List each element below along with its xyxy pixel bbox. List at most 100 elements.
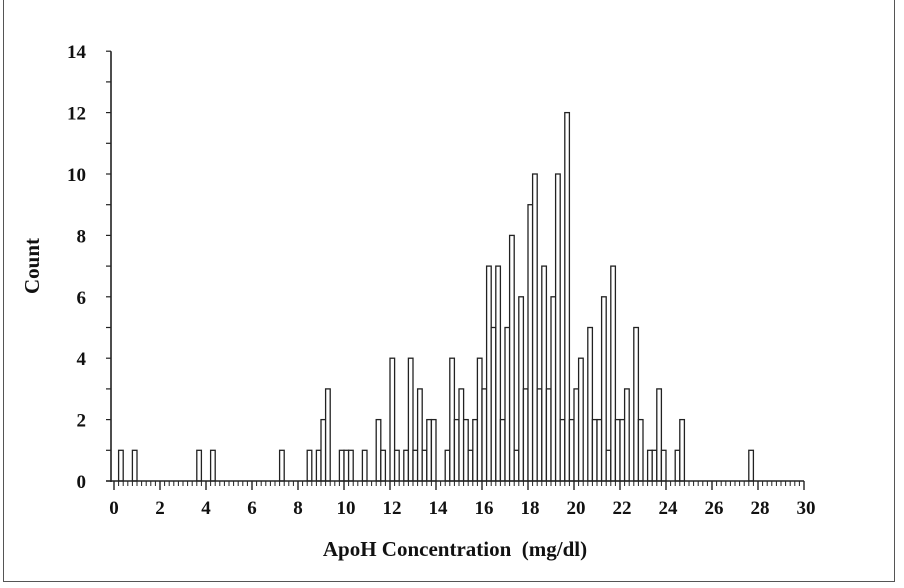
histogram-bar: [660, 449, 667, 482]
histogram-bar: [536, 388, 543, 482]
histogram-bar: [462, 418, 469, 482]
histogram-bar: [518, 296, 525, 482]
histogram-bar: [403, 449, 410, 482]
histogram-bar: [559, 418, 566, 482]
histogram-bar: [633, 326, 640, 482]
y-tick-label: 8: [77, 226, 87, 247]
histogram-bar: [591, 418, 598, 482]
histogram-bar: [527, 204, 534, 482]
histogram-bar: [554, 173, 561, 482]
histogram-bar: [545, 388, 552, 482]
x-axis-title: ApoH Concentration (mg/dl): [323, 537, 587, 561]
histogram-bar: [577, 357, 584, 482]
histogram-bar: [412, 449, 419, 482]
histogram-bar: [320, 418, 327, 482]
histogram-bar: [278, 449, 285, 482]
x-tick-label: 6: [247, 498, 257, 519]
histogram-bar: [531, 173, 538, 482]
x-tick-label: 16: [475, 498, 494, 519]
histogram-bar: [619, 418, 626, 482]
y-tick-label: 12: [67, 104, 86, 125]
histogram-bar: [495, 265, 502, 482]
histogram-bar: [573, 388, 580, 482]
y-tick-label: 6: [77, 288, 87, 309]
histogram-bar: [472, 418, 479, 482]
y-tick-label: 2: [77, 411, 87, 432]
histogram-bar: [674, 449, 681, 482]
y-tick-label: 4: [77, 349, 87, 370]
histogram-bar: [476, 357, 483, 482]
histogram-bar: [393, 449, 400, 482]
x-tick-label: 12: [383, 498, 402, 519]
histogram-bar: [485, 265, 492, 482]
histogram-bar: [656, 388, 663, 482]
histogram-bar: [209, 449, 216, 482]
histogram-bar: [421, 449, 428, 482]
x-tick-label: 8: [293, 498, 303, 519]
histogram-bar: [513, 449, 520, 482]
y-axis-title: Count: [20, 238, 44, 294]
histogram-bar: [481, 388, 488, 482]
y-tick-label: 10: [67, 165, 86, 186]
histogram-bar: [605, 449, 612, 482]
x-tick-label: 28: [751, 498, 770, 519]
x-tick-label: 30: [797, 498, 816, 519]
x-tick-label: 18: [521, 498, 540, 519]
histogram-bar: [375, 418, 382, 482]
histogram-bar: [508, 234, 515, 482]
histogram-bar: [623, 388, 630, 482]
histogram-bar: [600, 296, 607, 482]
histogram-bar: [131, 449, 138, 482]
x-tick-label: 4: [201, 498, 211, 519]
histogram-bar: [407, 357, 414, 482]
histogram-bar: [449, 357, 456, 482]
histogram-bar: [564, 111, 571, 482]
histogram-bar: [426, 418, 433, 482]
histogram-bar: [587, 326, 594, 482]
histogram-bar: [380, 449, 387, 482]
histogram-bar: [117, 449, 124, 482]
histogram-bar: [550, 296, 557, 482]
chart-frame: [3, 0, 895, 582]
histogram-bar: [389, 357, 396, 482]
histogram-bar: [444, 449, 451, 482]
y-tick-label: 0: [77, 472, 87, 493]
x-tick-label: 20: [567, 498, 586, 519]
histogram-bar: [343, 449, 350, 482]
histogram-bar: [196, 449, 203, 482]
histogram-bar: [315, 449, 322, 482]
histogram-bar: [453, 418, 460, 482]
x-tick-label: 24: [659, 498, 679, 519]
histogram-bar: [568, 418, 575, 482]
histogram-bar: [679, 418, 686, 482]
x-tick-label: 2: [155, 498, 165, 519]
histogram-bar: [499, 418, 506, 482]
histogram-bar: [748, 449, 755, 482]
histogram-bar: [646, 449, 653, 482]
histogram-bar: [504, 326, 511, 482]
histogram-bar: [467, 449, 474, 482]
histogram-bar: [610, 265, 617, 482]
x-tick-label: 10: [337, 498, 356, 519]
histogram-bar: [614, 418, 621, 482]
histogram-bar: [651, 449, 658, 482]
histogram-bar: [541, 265, 548, 482]
x-tick-label: 26: [705, 498, 724, 519]
y-tick-label: 14: [67, 42, 87, 63]
histogram-bar: [338, 449, 345, 482]
histogram-bar: [490, 326, 497, 482]
histogram-bar: [522, 388, 529, 482]
histogram-bars: [117, 111, 755, 482]
histogram-bar: [361, 449, 368, 482]
x-tick-label: 22: [613, 498, 632, 519]
histogram-bar: [637, 418, 644, 482]
histogram-bar: [458, 388, 465, 482]
histogram-bar: [347, 449, 354, 482]
histogram-bar: [306, 449, 313, 482]
histogram-bar: [324, 388, 331, 482]
histogram-bar: [596, 418, 603, 482]
histogram-bar: [416, 388, 423, 482]
histogram-bar: [430, 418, 437, 482]
